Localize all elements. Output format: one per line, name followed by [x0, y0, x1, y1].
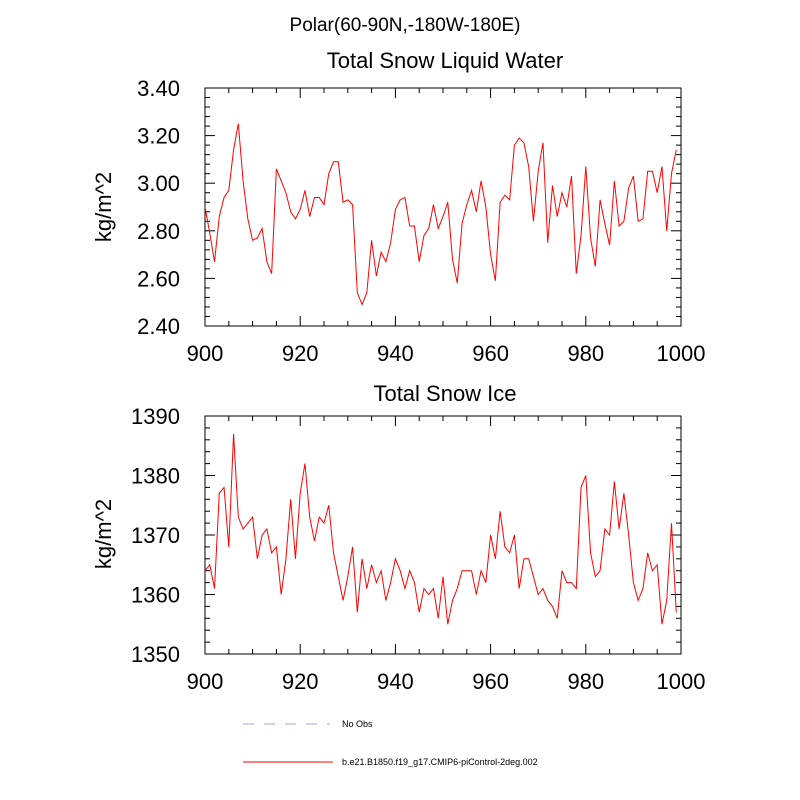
y-tick-label: 3.00 — [137, 171, 180, 196]
chart-title-snow-ice: Total Snow Ice — [373, 381, 516, 406]
x-tick-label: 900 — [187, 669, 224, 694]
legend-label-no-obs: No Obs — [342, 719, 373, 729]
y-tick-label: 3.40 — [137, 76, 180, 101]
x-tick-label: 1000 — [657, 669, 706, 694]
x-tick-label: 900 — [187, 341, 224, 366]
x-tick-label: 920 — [282, 341, 319, 366]
x-tick-label: 920 — [282, 669, 319, 694]
panel-snow-ice: Total Snow Ice kg/m^2 900 920 940 960 980 100… — [91, 381, 705, 694]
y-tick-label: 1370 — [131, 523, 180, 548]
y-axis-label-snow-liquid-water: kg/m^2 — [91, 172, 116, 242]
x-tick-label: 980 — [567, 669, 604, 694]
legend: No Obs b.e21.B1850.f19_g17.CMIP6-piContr… — [243, 719, 538, 767]
x-tick-label: 960 — [472, 341, 509, 366]
y-axis-label-snow-ice: kg/m^2 — [91, 499, 116, 569]
y-tick-label: 2.80 — [137, 219, 180, 244]
y-tick-label: 1380 — [131, 464, 180, 489]
y-tick-label: 1350 — [131, 642, 180, 667]
y-tick-label: 1390 — [131, 404, 180, 429]
series-line-1-0 — [204, 433, 677, 625]
plot-frame-0 — [204, 87, 682, 327]
x-tick-label: 980 — [567, 341, 604, 366]
panel-snow-liquid-water: Total Snow Liquid Water kg/m^2 900 920 940… — [91, 48, 705, 366]
x-tick-label: 960 — [472, 669, 509, 694]
x-tick-label: 1000 — [657, 341, 706, 366]
y-tick-label: 1360 — [131, 583, 180, 608]
figure-suptitle: Polar(60-90N,-180W-180E) — [290, 15, 521, 36]
y-tick-label: 2.40 — [137, 314, 180, 339]
x-tick-label: 940 — [377, 669, 414, 694]
legend-label-model-run: b.e21.B1850.f19_g17.CMIP6-piControl-2deg… — [342, 757, 538, 767]
x-tick-label: 940 — [377, 341, 414, 366]
y-tick-label: 2.60 — [137, 266, 180, 291]
chart-title-snow-liquid-water: Total Snow Liquid Water — [327, 48, 563, 73]
y-tick-label: 3.20 — [137, 124, 180, 149]
series-line-0-0 — [204, 123, 677, 306]
